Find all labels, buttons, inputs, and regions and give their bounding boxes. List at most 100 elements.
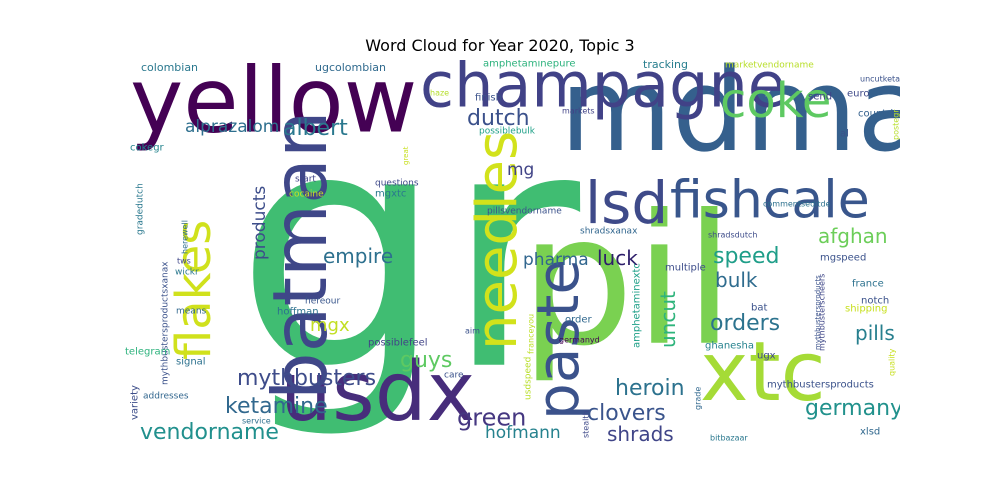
word-xtc: xtc xyxy=(700,325,826,420)
word-mgxtc: mgxtc xyxy=(375,188,406,199)
word-al: al xyxy=(840,128,849,139)
word-hoffman: hoffman xyxy=(277,306,319,317)
word-great: great xyxy=(402,146,410,165)
word-pills: pills xyxy=(855,321,895,345)
word-grade: grade xyxy=(694,387,703,410)
word-mythbustersproducts: mythbustersproducts xyxy=(767,379,874,390)
word-mgx: mgx xyxy=(310,315,350,336)
word-shipping: shipping xyxy=(845,303,888,314)
word-vendorname: vendorname xyxy=(140,420,279,445)
word-amphetaminepure: amphetaminepure xyxy=(483,60,576,69)
word-notch: notch xyxy=(861,295,889,306)
word-colombian: colombian xyxy=(141,61,198,74)
word-germany: germany xyxy=(805,396,900,421)
word-pharma: pharma xyxy=(523,250,589,270)
word-empire: empire xyxy=(323,244,393,268)
word-germanyd: germanyd xyxy=(559,336,600,345)
word-commentseditde: commentseditde xyxy=(763,200,831,209)
word-xlsd: xlsd xyxy=(860,426,880,437)
word-yellow: yellow xyxy=(130,60,417,153)
word-uncutketamine: uncutketamine xyxy=(860,75,900,84)
word-paste: paste xyxy=(524,259,592,420)
word-mgspeed: mgspeed xyxy=(820,252,866,263)
word-questions: questions xyxy=(375,179,419,189)
word-mdma: mdma xyxy=(560,60,900,178)
word-ghanesha: ghanesha xyxy=(705,340,754,351)
word-start: start xyxy=(295,175,316,185)
word-shrads: shrads xyxy=(607,422,674,446)
word-mythbustersproductsxanax: mythbustersproductsxanax xyxy=(161,261,171,385)
word-heroin: heroin xyxy=(615,376,685,401)
word-finish: finish xyxy=(475,92,502,103)
word-bat: bat xyxy=(751,302,767,313)
word-flakes: flakes xyxy=(166,220,222,360)
word-cloud: gr pil mdma yellow usdx xtc batman champagne pas… xyxy=(125,60,900,450)
word-euro: euro xyxy=(847,88,870,99)
chart-title: Word Cloud for Year 2020, Topic 3 xyxy=(365,36,635,55)
word-shradsdutch: shradsdutch xyxy=(708,231,757,240)
word-pillsvendorname: pillsvendorname xyxy=(487,207,562,217)
word-addresses: addresses xyxy=(143,392,189,402)
word-stealth: stealth xyxy=(582,410,591,438)
word-batman: batman xyxy=(256,110,344,400)
word-care: care xyxy=(444,371,464,381)
word-lsd: lsd xyxy=(585,169,668,237)
word-variety: variety xyxy=(129,385,140,420)
word-gr: gr xyxy=(235,60,584,443)
word-multiple: multiple xyxy=(665,262,706,273)
word-orders: orders xyxy=(710,311,780,336)
word-champagne: champagne xyxy=(420,60,786,121)
word-speed: speed xyxy=(713,244,779,269)
word-signal: signal xyxy=(176,356,206,367)
word-clovers: clovers xyxy=(587,401,666,426)
word-guys: guys xyxy=(400,348,452,373)
word-mg: mg xyxy=(507,160,534,180)
word-france: france xyxy=(852,278,884,289)
word-possiblebulk: possiblebulk xyxy=(479,127,536,137)
word-coke: coke xyxy=(720,73,831,129)
word-marketvendorname: marketvendorname xyxy=(725,61,814,71)
word-usdx: usdx xyxy=(280,345,475,440)
word-afghan: afghan xyxy=(818,224,888,248)
word-haze: haze xyxy=(430,89,449,98)
word-hofmann: hofmann xyxy=(485,423,561,443)
word-wickr: wickr xyxy=(175,268,199,278)
word-bulk: bulk xyxy=(715,268,758,292)
word-usdspeed: usdspeed xyxy=(524,357,534,400)
word-franceyou: franceyou xyxy=(527,314,536,354)
word-cocaine: cocaine xyxy=(289,190,324,200)
word-pil: pil xyxy=(520,177,734,386)
word-cokegr: cokegr xyxy=(130,142,165,153)
word-ugcolombian: ugcolombian xyxy=(315,61,386,74)
word-countries: countries xyxy=(858,108,900,119)
word-dutch: dutch xyxy=(467,106,530,131)
word-ugx: ugx xyxy=(757,350,776,361)
word-fishcale: fishcale xyxy=(670,171,870,231)
word-order: order xyxy=(565,314,593,325)
word-means: means xyxy=(176,307,207,317)
word-alprazalom: alprazalom xyxy=(185,117,279,137)
word-postegr: postegr xyxy=(892,109,900,140)
word-gradedutch: gradedutch xyxy=(136,183,146,235)
word-ketamine: ketamine xyxy=(225,394,328,419)
word-hereour: hereour xyxy=(305,297,340,307)
word-aim: aim xyxy=(465,327,480,336)
word-amphetaminextc: amphetaminextc xyxy=(631,263,642,348)
word-uncut: uncut xyxy=(656,291,680,348)
word-mythbustersproducts: mythbustersproducts xyxy=(814,275,822,350)
word-possiblefeel: possiblefeel xyxy=(368,337,428,348)
word-shradsxanax: shradsxanax xyxy=(580,227,638,237)
word-service: service xyxy=(242,417,271,426)
word-bitbazaar: bitbazaar xyxy=(710,434,748,443)
word-tws: tws xyxy=(177,257,191,266)
word-products: products xyxy=(250,186,270,260)
word-telegram: telegram xyxy=(125,346,170,357)
word-green: green xyxy=(457,404,526,432)
word-markets: markets xyxy=(562,107,595,116)
word-mythbusters: mythbusters xyxy=(237,366,376,391)
word-mythbusterscheers: mythbusterscheers xyxy=(818,274,827,351)
word-needles: needles xyxy=(465,131,530,350)
word-send: send xyxy=(808,91,832,102)
word-quality: quality xyxy=(888,348,897,376)
